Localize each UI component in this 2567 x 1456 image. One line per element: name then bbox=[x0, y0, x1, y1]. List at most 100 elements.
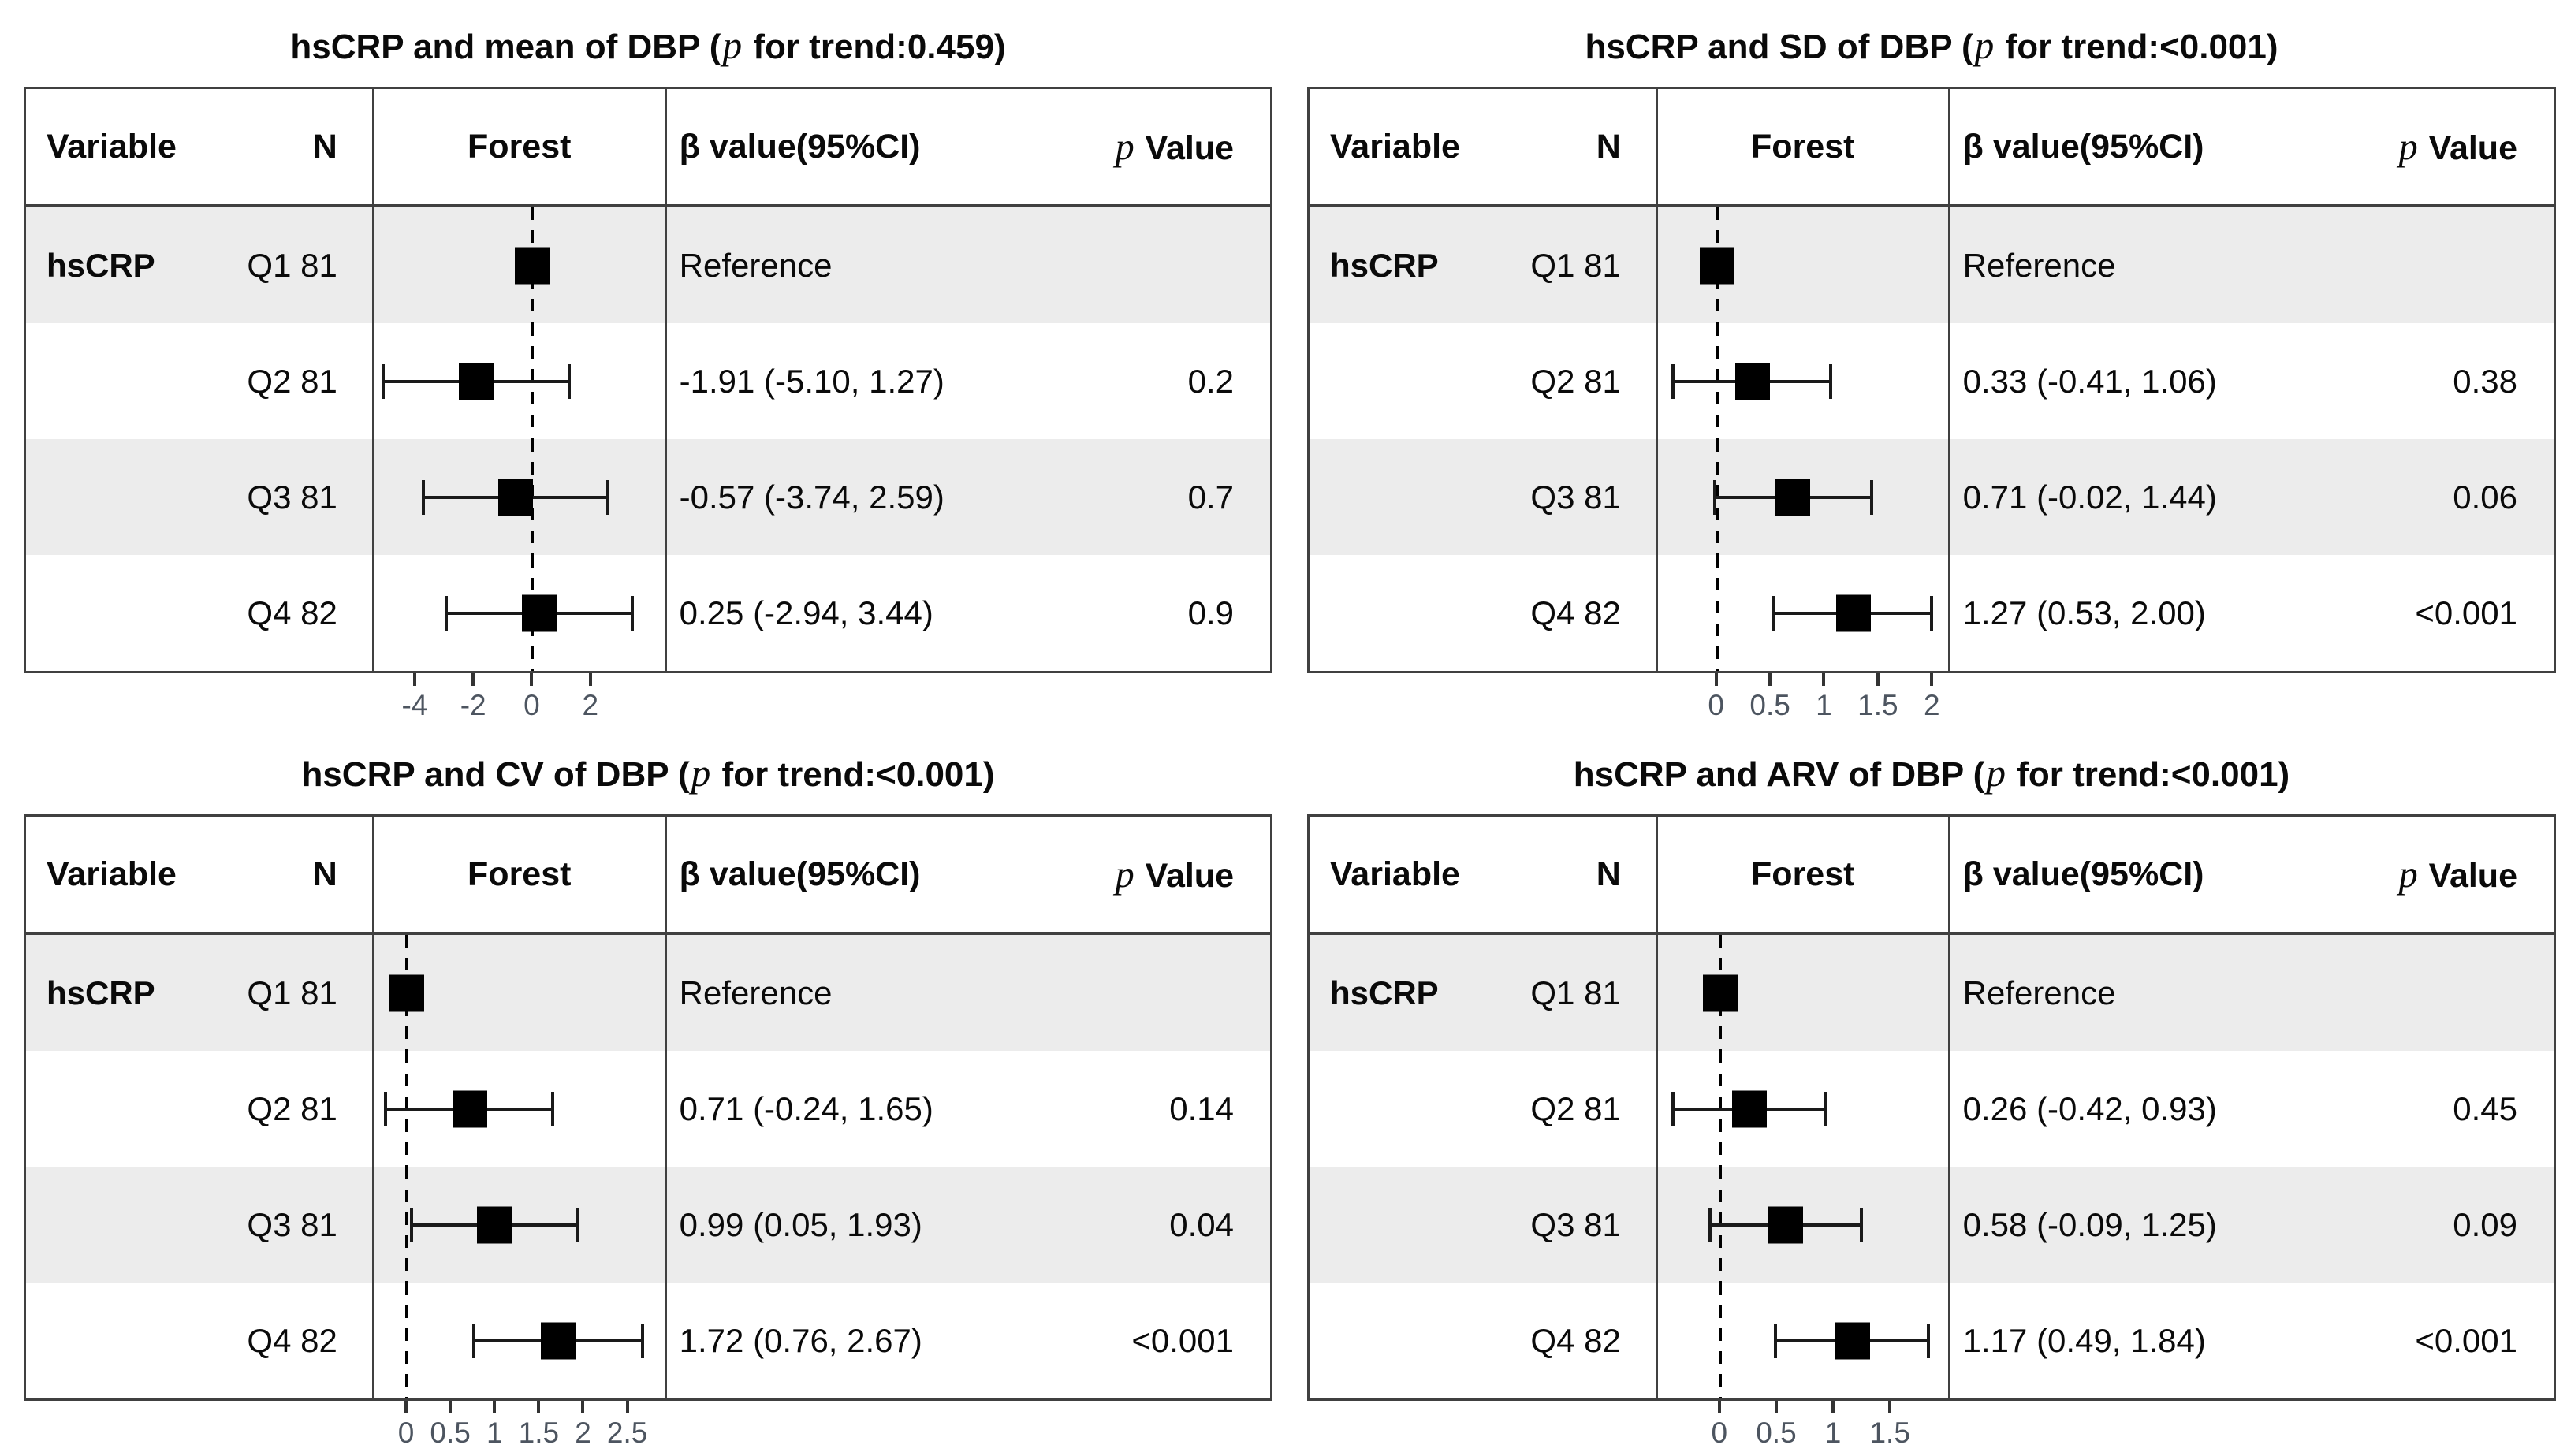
italic-p: p bbox=[2398, 853, 2418, 896]
ci-cap-low bbox=[1772, 595, 1775, 631]
forest-cell bbox=[1658, 1283, 1950, 1398]
col-header-forest: Forest bbox=[468, 855, 572, 893]
beta-value: Reference bbox=[679, 974, 833, 1011]
zero-reference-line bbox=[1718, 1283, 1722, 1398]
col-header-forest: Forest bbox=[468, 127, 572, 166]
p-value: 0.38 bbox=[2453, 362, 2517, 400]
p-value: 0.7 bbox=[1187, 478, 1234, 516]
ci-cap-high bbox=[1824, 1091, 1827, 1126]
beta-value: Reference bbox=[679, 246, 833, 284]
title-text: hsCRP and SD of DBP ( bbox=[1585, 28, 1973, 66]
axis-tick-label: 0 bbox=[397, 1417, 415, 1449]
axis-tick bbox=[588, 673, 592, 686]
forest-table: Variable N Forest β value(95%CI) p Value h… bbox=[1307, 814, 2556, 1401]
col-header-forest: Forest bbox=[1751, 855, 1855, 893]
zero-reference-line bbox=[405, 1167, 409, 1283]
axis-tick-label: -2 bbox=[460, 689, 486, 721]
forest-cell bbox=[374, 1167, 667, 1283]
n-label: Q3 81 bbox=[1530, 478, 1621, 516]
forest-cell bbox=[374, 555, 667, 671]
ci-cap-high bbox=[605, 479, 609, 515]
ci-cap-low bbox=[384, 1091, 388, 1126]
table-row: Q4 82 0.25 (-2.94, 3.44) 0.9 bbox=[26, 555, 1270, 671]
title-text: hsCRP and CV of DBP ( bbox=[301, 755, 690, 794]
point-estimate-marker bbox=[1835, 1322, 1870, 1359]
ci-cap-high bbox=[568, 363, 572, 399]
ci-cap-high bbox=[1829, 363, 1833, 399]
forest-cell bbox=[1658, 555, 1950, 671]
col-header-variable: Variable bbox=[47, 855, 177, 893]
panel-arv-dbp: hsCRP and ARV of DBP (p for trend:<0.001… bbox=[1284, 728, 2567, 1455]
italic-p: p bbox=[1115, 853, 1134, 896]
panel-mean-dbp: hsCRP and mean of DBP (p for trend:0.459… bbox=[0, 0, 1284, 728]
col-header-n: N bbox=[1596, 855, 1621, 893]
point-estimate-marker bbox=[515, 247, 550, 284]
forest-cell bbox=[374, 935, 667, 1051]
beta-value: -0.57 (-3.74, 2.59) bbox=[679, 478, 944, 516]
point-estimate-marker bbox=[541, 1322, 576, 1359]
axis-tick-label: 2 bbox=[575, 1417, 591, 1449]
panel-sd-dbp: hsCRP and SD of DBP (p for trend:<0.001)… bbox=[1284, 0, 2567, 728]
p-value: 0.04 bbox=[1169, 1205, 1234, 1243]
table-row: Q4 82 1.17 (0.49, 1.84) <0.001 bbox=[1310, 1283, 2554, 1398]
n-label: Q4 82 bbox=[1530, 594, 1621, 631]
table-row: hsCRP Q1 81 Reference bbox=[1310, 935, 2554, 1051]
ci-cap-low bbox=[421, 479, 425, 515]
n-label: Q4 82 bbox=[1530, 1321, 1621, 1359]
x-axis: 0 0.5 1 1.5 2 bbox=[1307, 673, 2556, 728]
ci-cap-low bbox=[1671, 363, 1675, 399]
ci-cap-high bbox=[640, 1323, 644, 1358]
beta-value: 0.71 (-0.02, 1.44) bbox=[1962, 478, 2217, 516]
table-row: Q3 81 0.99 (0.05, 1.93) 0.04 bbox=[26, 1167, 1270, 1283]
col-header-variable: Variable bbox=[1330, 127, 1460, 166]
axis-tick bbox=[530, 673, 534, 686]
table-row: Q3 81 0.71 (-0.02, 1.44) 0.06 bbox=[1310, 439, 2554, 555]
point-estimate-marker bbox=[1699, 247, 1734, 284]
col-header-n: N bbox=[1596, 127, 1621, 166]
ci-cap-low bbox=[1708, 1207, 1712, 1242]
n-label: Q2 81 bbox=[247, 362, 337, 400]
point-estimate-marker bbox=[1775, 479, 1811, 516]
ci-cap-high bbox=[1930, 595, 1934, 631]
forest-cell bbox=[374, 207, 667, 323]
col-header-pvalue: p Value bbox=[2397, 853, 2517, 896]
col-header-pvalue: p Value bbox=[2397, 125, 2517, 169]
axis-tick-label: -4 bbox=[401, 689, 428, 721]
ci-cap-low bbox=[1774, 1323, 1778, 1358]
axis-tick bbox=[449, 1401, 453, 1413]
axis-tick-label: 2 bbox=[1923, 689, 1940, 721]
x-axis: 0 0.5 1 1.5 2 2.5 bbox=[24, 1401, 1272, 1456]
ci-cap-low bbox=[1713, 479, 1717, 515]
italic-p: p bbox=[691, 751, 711, 795]
ci-cap-high bbox=[1927, 1323, 1931, 1358]
beta-value: 1.27 (0.53, 2.00) bbox=[1962, 594, 2206, 631]
zero-reference-line bbox=[1715, 555, 1719, 671]
p-value: 0.2 bbox=[1187, 362, 1234, 400]
axis-tick bbox=[1831, 1401, 1835, 1413]
forest-cell bbox=[374, 1051, 667, 1167]
axis-tick-label: 1 bbox=[486, 1417, 503, 1449]
col-header-beta: β value(95%CI) bbox=[679, 127, 921, 166]
italic-p: p bbox=[1115, 125, 1134, 168]
axis-tick bbox=[1822, 673, 1826, 686]
ci-cap-high bbox=[1869, 479, 1873, 515]
forest-cell bbox=[1658, 439, 1950, 555]
axis-tick-label: 1.5 bbox=[1857, 689, 1898, 721]
axis-tick bbox=[471, 673, 475, 686]
beta-value: 1.17 (0.49, 1.84) bbox=[1962, 1321, 2206, 1359]
forest-cell bbox=[374, 439, 667, 555]
x-axis: 0 0.5 1 1.5 bbox=[1307, 1401, 2556, 1456]
forest-table: Variable N Forest β value(95%CI) p Value h… bbox=[24, 814, 1272, 1401]
point-estimate-marker bbox=[522, 594, 557, 631]
axis-tick bbox=[412, 673, 416, 686]
table-row: Q2 81 0.33 (-0.41, 1.06) 0.38 bbox=[1310, 323, 2554, 439]
italic-p: p bbox=[2398, 125, 2418, 168]
axis-tick bbox=[1888, 1401, 1892, 1413]
p-value: <0.001 bbox=[2415, 594, 2517, 631]
axis-tick-label: 0.5 bbox=[430, 1417, 471, 1449]
n-label: Q2 81 bbox=[247, 1089, 337, 1127]
point-estimate-marker bbox=[452, 1090, 487, 1127]
n-label: Q4 82 bbox=[247, 1321, 337, 1359]
ci-cap-high bbox=[631, 595, 635, 631]
n-label: Q2 81 bbox=[1530, 362, 1621, 400]
